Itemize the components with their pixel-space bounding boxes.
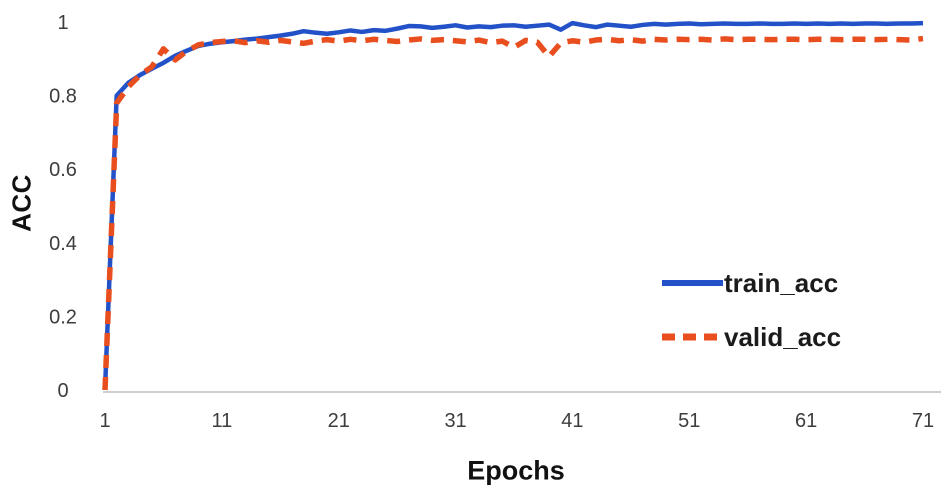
y-tick-label: 0.4: [49, 233, 77, 255]
legend: train_acc valid_acc: [661, 256, 841, 364]
legend-valid-label: valid_acc: [724, 322, 842, 352]
train-line-sample: [662, 280, 723, 286]
x-tick-label: 1: [99, 410, 110, 432]
y-tick-label: 0.2: [49, 306, 77, 328]
x-tick-label: 61: [795, 410, 817, 432]
y-tick-label: 1: [57, 12, 68, 34]
x-tick-label: 21: [328, 410, 350, 432]
valid-line-sample: [662, 333, 723, 341]
x-tick-label: 51: [678, 410, 700, 432]
x-axis-title: Epochs: [467, 455, 565, 486]
x-tick-label: 41: [561, 410, 583, 432]
x-tick-label: 11: [211, 410, 232, 432]
y-tick-label: 0: [57, 380, 68, 402]
x-tick-label: 31: [444, 410, 466, 432]
legend-train-row: train_acc: [661, 256, 841, 310]
y-tick-label: 0.8: [49, 86, 77, 108]
valid_acc-line: [102, 35, 924, 391]
legend-train-label: train_acc: [724, 268, 839, 298]
x-tick-label: 71: [912, 410, 934, 432]
legend-valid-row: valid_acc: [661, 310, 841, 364]
y-axis-title: ACC: [6, 174, 37, 232]
y-tick-label: 0.6: [49, 159, 77, 181]
